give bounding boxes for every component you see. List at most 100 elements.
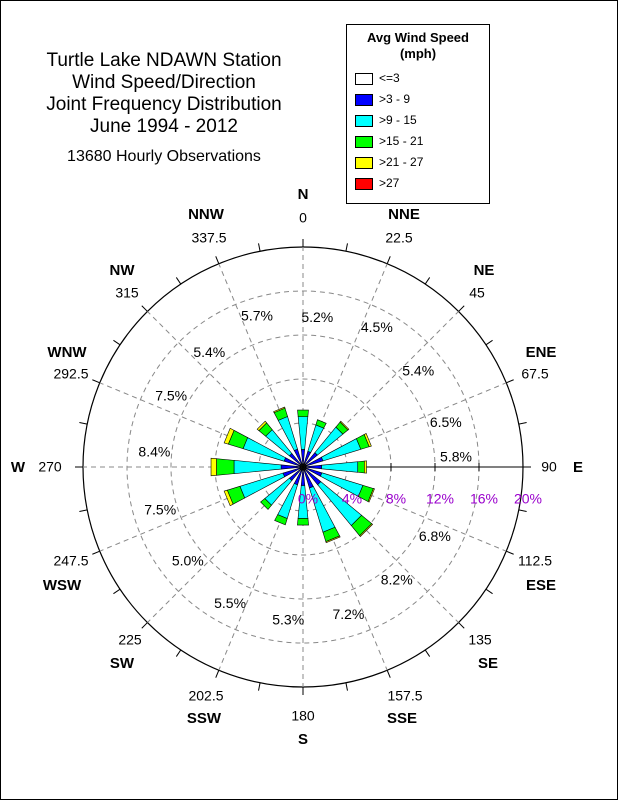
outer-tick (485, 588, 493, 595)
compass-label: WNW (47, 344, 87, 361)
wind-bar-ssw-seg (274, 514, 288, 526)
angle-label: 270 (38, 459, 62, 475)
legend-swatch (355, 94, 373, 106)
direction-percent-label: 5.8% (440, 449, 472, 465)
wind-bar-ne-seg (339, 420, 350, 431)
angle-label: 22.5 (385, 230, 412, 246)
angle-label: 112.5 (518, 553, 552, 569)
radial-tick-label: 8% (386, 491, 406, 507)
compass-label: SSW (187, 710, 222, 727)
outer-tick (424, 277, 431, 285)
direction-percent-label: 5.3% (272, 611, 304, 627)
direction-percent-label: 8.4% (138, 443, 170, 459)
wind-bar-ene-seg (363, 433, 372, 448)
angle-label: 0 (299, 210, 307, 226)
wind-bar-e-seg (357, 460, 365, 474)
compass-label: SW (110, 655, 135, 672)
outer-tick (215, 670, 220, 678)
angle-label: 180 (291, 708, 315, 724)
title-line-4: June 1994 - 2012 (90, 116, 238, 137)
angle-label: 315 (115, 285, 139, 301)
wind-bar-w-seg (280, 464, 301, 470)
direction-percent-label: 4.5% (361, 319, 393, 335)
outer-tick (485, 339, 493, 346)
wind-bar-nw-seg (256, 420, 268, 432)
compass-label: S (298, 731, 308, 748)
legend-swatch (355, 115, 373, 127)
angle-label: 337.5 (191, 230, 226, 246)
wind-bar-ese-seg (367, 488, 375, 503)
angle-label: 247.5 (53, 553, 88, 569)
compass-label: SE (478, 655, 498, 672)
compass-label: NE (474, 262, 495, 279)
angle-label: 292.5 (53, 366, 88, 382)
legend-title: Avg Wind Speed (mph) (347, 30, 489, 62)
outer-tick (175, 649, 182, 657)
legend-swatch (355, 136, 373, 148)
outer-tick (79, 422, 88, 425)
wind-bar-nne-seg (315, 419, 327, 429)
legend-label: >15 - 21 (379, 134, 424, 148)
title-line-1: Turtle Lake NDAWN Station (46, 50, 282, 71)
legend-swatch (355, 73, 373, 85)
legend-label: >21 - 27 (379, 155, 424, 169)
direction-percent-label: 7.2% (332, 606, 364, 622)
angle-label: 90 (541, 459, 557, 475)
wind-bar-s-seg (300, 469, 306, 486)
outer-tick (215, 256, 220, 264)
outer-tick (518, 509, 527, 512)
wind-bar-n-seg (297, 416, 309, 450)
wind-bar-sse-seg (325, 535, 341, 544)
compass-label: NNE (388, 206, 420, 223)
outer-tick (92, 379, 100, 384)
outer-tick (386, 670, 391, 678)
wind-bar-n-seg (300, 449, 306, 465)
wind-bar-w-seg (216, 458, 235, 476)
outer-tick (506, 550, 514, 555)
outer-tick (141, 622, 148, 629)
outer-tick (113, 588, 121, 595)
direction-percent-label: 5.5% (214, 595, 246, 611)
outer-tick (424, 649, 431, 657)
outer-tick (141, 305, 148, 312)
compass-label: ESE (526, 577, 556, 594)
outer-tick (386, 256, 391, 264)
wind-bar-nnw-seg (273, 406, 286, 413)
angle-label: 135 (468, 632, 492, 648)
wind-bar-wnw-seg (223, 427, 235, 445)
compass-label: W (11, 459, 26, 476)
legend-label: >27 (379, 176, 400, 190)
legend-title-line-1: Avg Wind Speed (367, 30, 469, 45)
direction-percent-label: 5.2% (301, 309, 333, 325)
outer-tick (506, 379, 514, 384)
outer-tick (113, 339, 121, 346)
wind-bar-e-seg (364, 460, 367, 474)
direction-percent-label: 7.5% (155, 388, 187, 404)
wind-bar-s-seg (297, 518, 309, 526)
direction-percent-label: 5.7% (241, 307, 273, 323)
outer-tick (458, 622, 465, 629)
wind-bar-w-seg (210, 457, 217, 477)
chart-title: Turtle Lake NDAWN Station Wind Speed/Dir… (14, 50, 314, 166)
angle-label: 202.5 (188, 688, 223, 704)
legend-title-line-2: (mph) (399, 46, 437, 61)
direction-percent-label: 5.4% (402, 363, 434, 379)
legend-label: >3 - 9 (379, 92, 411, 106)
radial-tick-label: 0% (298, 491, 318, 507)
wind-bar-sw-seg (260, 498, 272, 510)
direction-percent-label: 8.2% (381, 571, 413, 587)
legend: Avg Wind Speed (mph) <=3 >3 - 9 >9 - 15 … (346, 24, 490, 204)
legend-swatch (355, 178, 373, 190)
direction-percent-label: 6.5% (430, 414, 462, 430)
observation-count: 13680 Hourly Observations (67, 148, 261, 165)
compass-label: SSE (387, 710, 417, 727)
angle-label: 45 (469, 285, 485, 301)
title-line-2: Wind Speed/Direction (72, 72, 256, 93)
radial-tick-label: 16% (470, 491, 498, 507)
compass-label: E (573, 459, 583, 476)
angle-label: 225 (118, 632, 142, 648)
direction-percent-label: 7.5% (144, 501, 176, 517)
outer-tick (345, 682, 348, 691)
compass-label: N (298, 186, 309, 203)
